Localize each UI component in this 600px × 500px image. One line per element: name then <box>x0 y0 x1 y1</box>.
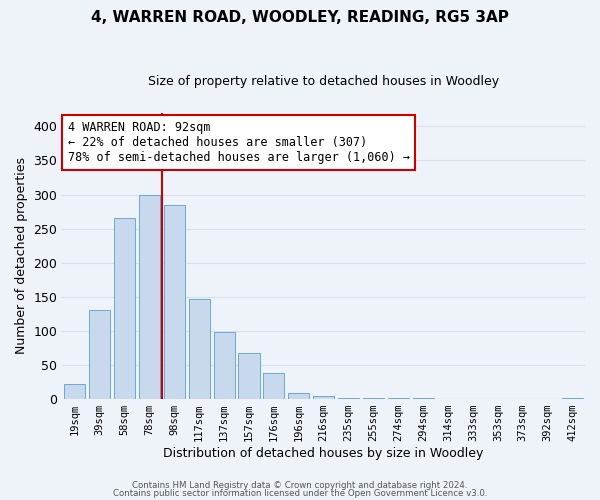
Bar <box>413 398 434 399</box>
Bar <box>388 398 409 399</box>
Bar <box>263 373 284 399</box>
Text: 4 WARREN ROAD: 92sqm
← 22% of detached houses are smaller (307)
78% of semi-deta: 4 WARREN ROAD: 92sqm ← 22% of detached h… <box>68 122 410 164</box>
Bar <box>313 396 334 399</box>
Text: Contains HM Land Registry data © Crown copyright and database right 2024.: Contains HM Land Registry data © Crown c… <box>132 481 468 490</box>
Bar <box>64 384 85 399</box>
Title: Size of property relative to detached houses in Woodley: Size of property relative to detached ho… <box>148 75 499 88</box>
Bar <box>363 398 384 399</box>
Bar <box>89 310 110 399</box>
Bar <box>164 205 185 399</box>
Y-axis label: Number of detached properties: Number of detached properties <box>15 158 28 354</box>
Text: 4, WARREN ROAD, WOODLEY, READING, RG5 3AP: 4, WARREN ROAD, WOODLEY, READING, RG5 3A… <box>91 10 509 25</box>
Text: Contains public sector information licensed under the Open Government Licence v3: Contains public sector information licen… <box>113 488 487 498</box>
Bar <box>188 299 210 399</box>
Bar <box>288 393 310 399</box>
Bar <box>238 352 260 399</box>
Bar <box>562 398 583 399</box>
Bar <box>214 332 235 399</box>
X-axis label: Distribution of detached houses by size in Woodley: Distribution of detached houses by size … <box>163 447 484 460</box>
Bar <box>114 218 135 399</box>
Bar <box>139 194 160 399</box>
Bar <box>338 398 359 399</box>
